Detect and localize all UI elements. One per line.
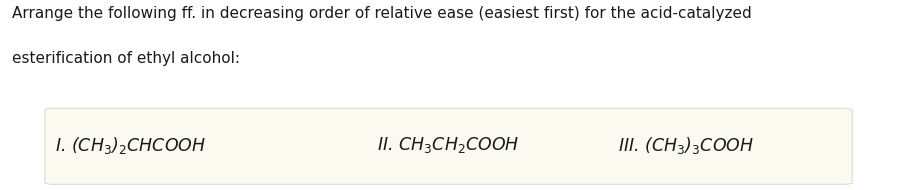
Text: Arrange the following ff. in decreasing order of relative ease (easiest first) f: Arrange the following ff. in decreasing …	[12, 6, 752, 21]
Text: II. CH$_{3}$CH$_{2}$COOH: II. CH$_{3}$CH$_{2}$COOH	[378, 135, 519, 155]
Text: I. (CH$_{3}$)$_{2}$CHCOOH: I. (CH$_{3}$)$_{2}$CHCOOH	[55, 135, 205, 156]
FancyBboxPatch shape	[45, 108, 852, 184]
Text: esterification of ethyl alcohol:: esterification of ethyl alcohol:	[12, 51, 239, 66]
Text: III. (CH$_{3}$)$_{3}$COOH: III. (CH$_{3}$)$_{3}$COOH	[618, 135, 754, 156]
